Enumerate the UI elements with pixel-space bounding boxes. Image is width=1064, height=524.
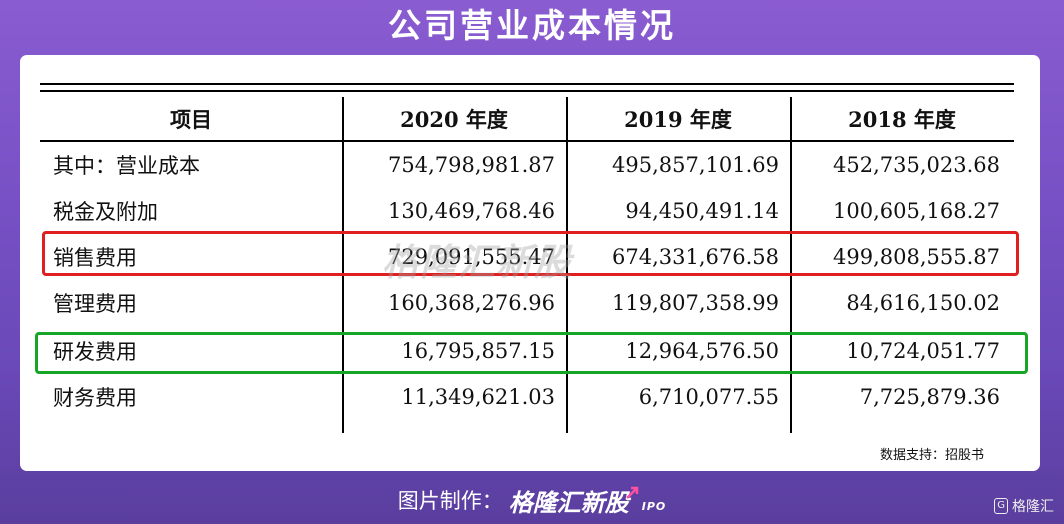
value-2020: 754,798,981.87 xyxy=(388,153,555,177)
row-label: 研发费用 xyxy=(53,340,137,364)
value-2018: 452,735,023.68 xyxy=(833,153,1000,177)
arrow-up-icon xyxy=(625,486,638,499)
value-2019: 119,807,358.99 xyxy=(612,291,779,315)
value-2019: 674,331,676.58 xyxy=(612,245,779,269)
table-top-rule xyxy=(40,83,1014,85)
value-2019: 12,964,576.50 xyxy=(625,339,779,363)
value-2018: 10,724,051.77 xyxy=(846,339,1000,363)
value-2018: 100,605,168.27 xyxy=(833,199,1000,223)
table-row: 其中：营业成本 754,798,981.87 495,857,101.69 45… xyxy=(40,142,1014,188)
value-2018: 7,725,879.36 xyxy=(859,385,1000,409)
value-2020: 729,091,555.47 xyxy=(388,245,555,269)
source-note: 数据支持：招股书 xyxy=(880,447,985,462)
page-title: 公司营业成本情况 xyxy=(388,6,676,45)
header-item: 项目 xyxy=(170,107,212,132)
value-2019: 94,450,491.14 xyxy=(625,199,779,223)
table-row: 财务费用 11,349,621.03 6,710,077.55 7,725,87… xyxy=(40,374,1014,420)
table-header-row: 项目 2020 年度 2019 年度 2018 年度 xyxy=(40,97,1014,141)
table-row: 税金及附加 130,469,768.46 94,450,491.14 100,6… xyxy=(40,188,1014,234)
column-divider xyxy=(790,97,792,433)
brand-suffix: IPO xyxy=(641,499,667,513)
row-label: 销售费用 xyxy=(53,246,137,270)
footer-credit: 图片制作： 格隆汇新股 IPO xyxy=(0,480,1064,520)
row-label: 管理费用 xyxy=(53,292,137,316)
column-divider xyxy=(342,97,344,433)
row-label: 税金及附加 xyxy=(53,200,158,224)
row-label: 其中：营业成本 xyxy=(53,154,200,178)
table-top-rule-inner xyxy=(40,90,1014,92)
table-row: 研发费用 16,795,857.15 12,964,576.50 10,724,… xyxy=(40,328,1014,374)
table-card xyxy=(20,55,1040,471)
corner-logo: G 格隆汇 xyxy=(994,496,1054,516)
value-2020: 160,368,276.96 xyxy=(388,291,555,315)
value-2019: 6,710,077.55 xyxy=(638,385,779,409)
table-row: 管理费用 160,368,276.96 119,807,358.99 84,61… xyxy=(40,280,1014,326)
column-divider xyxy=(566,97,568,433)
watermark-text: 格隆汇新股 xyxy=(382,242,572,283)
footer-label: 图片制作： xyxy=(397,489,503,513)
g-logo-icon: G xyxy=(994,498,1008,514)
header-2018: 2018 年度 xyxy=(848,107,956,132)
value-2020: 11,349,621.03 xyxy=(401,385,555,409)
brand-logo-text: 格隆汇新股 xyxy=(508,488,629,517)
value-2018: 499,808,555.87 xyxy=(833,245,1000,269)
header-divider xyxy=(40,140,1014,142)
table-row: 销售费用 729,091,555.47 674,331,676.58 499,8… xyxy=(40,234,1014,280)
value-2019: 495,857,101.69 xyxy=(612,153,779,177)
row-label: 财务费用 xyxy=(53,386,137,410)
value-2020: 130,469,768.46 xyxy=(388,199,555,223)
value-2018: 84,616,150.02 xyxy=(846,291,1000,315)
value-2020: 16,795,857.15 xyxy=(401,339,555,363)
header-2019: 2019 年度 xyxy=(624,107,732,132)
header-2020: 2020 年度 xyxy=(400,107,508,132)
corner-logo-text: 格隆汇 xyxy=(1012,499,1054,515)
